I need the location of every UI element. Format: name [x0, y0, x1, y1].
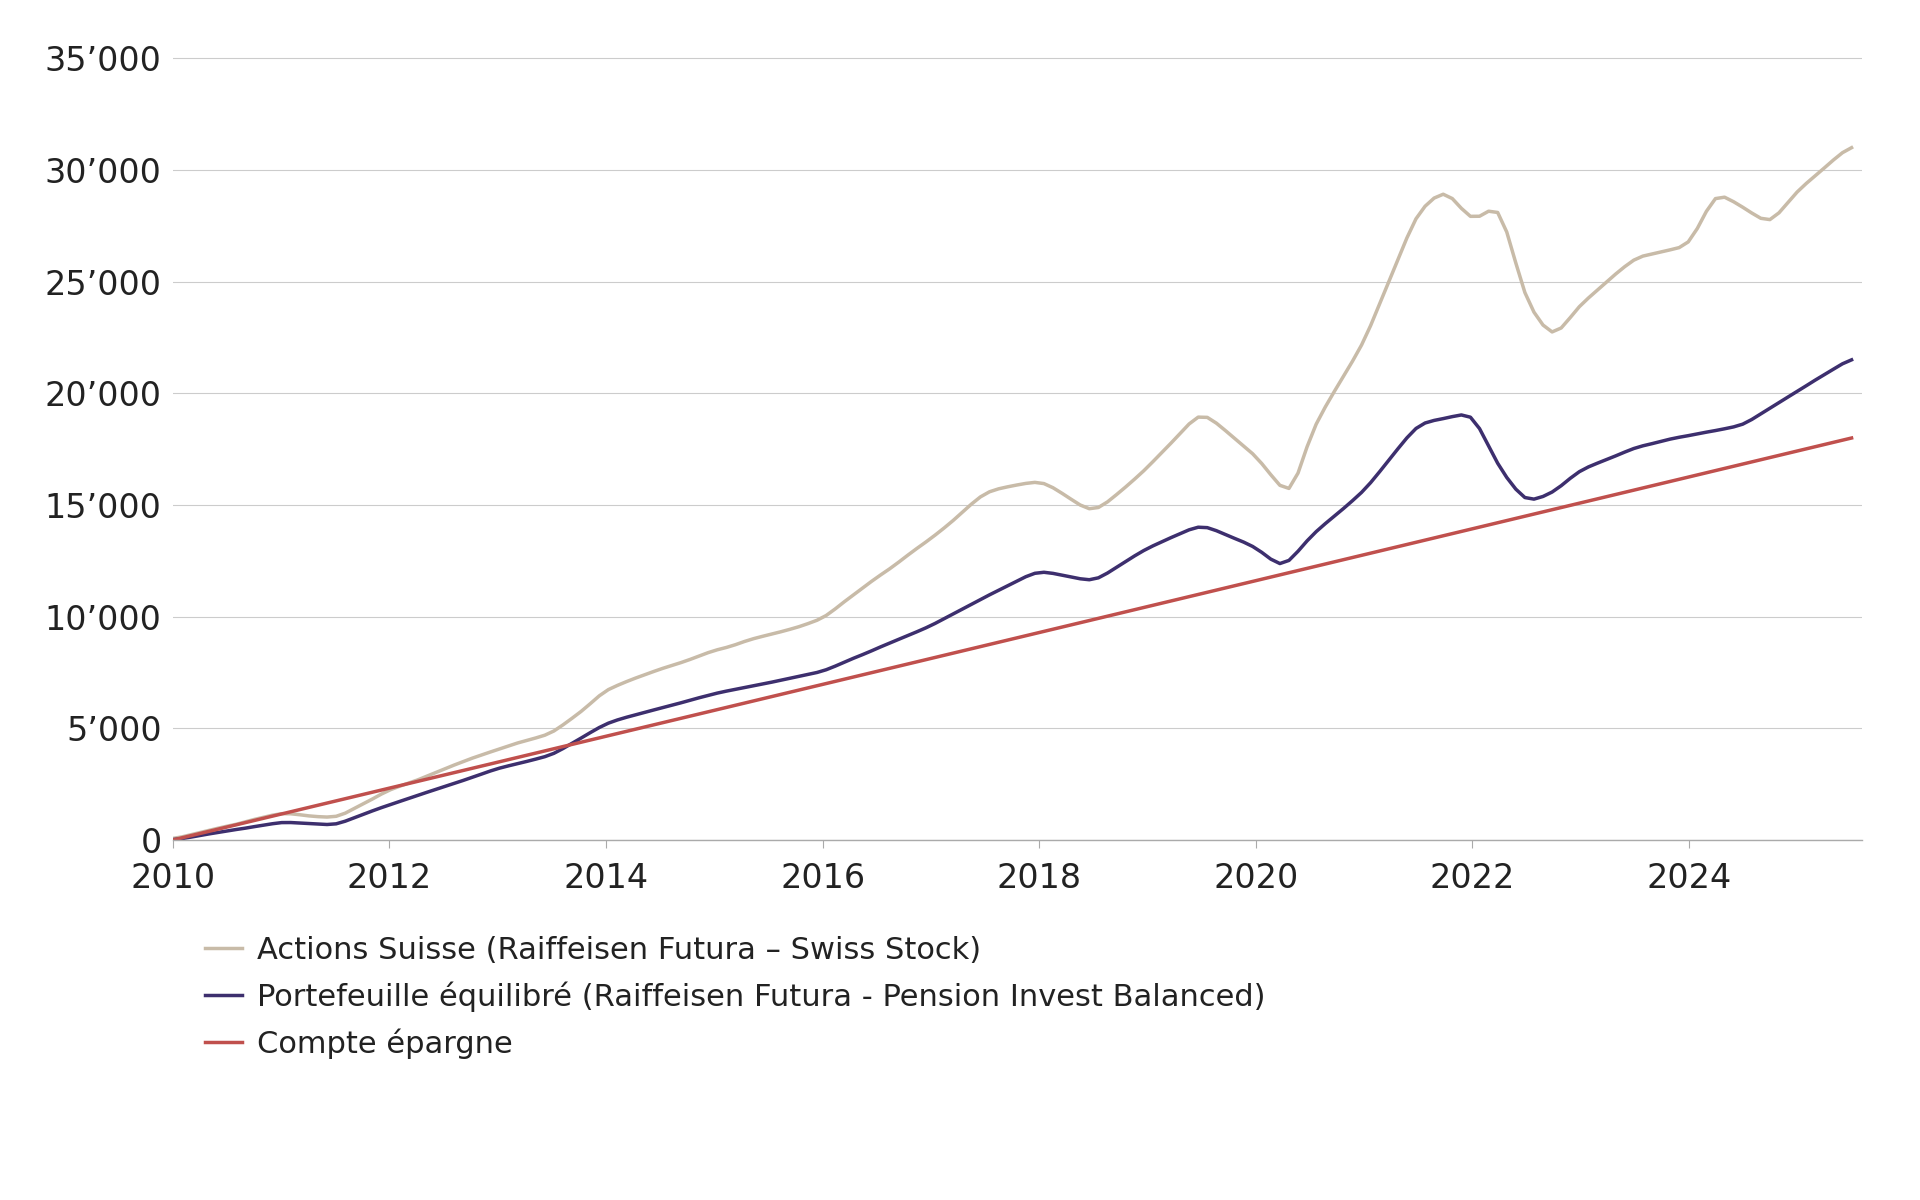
- Compte épargne: [1703, 463, 1726, 478]
- Actions Suisse (Raiffeisen Futura – Swiss Stock): [1703, 191, 1726, 205]
- Portefeuille équilibré (Raiffeisen Futura - Pension Invest Balanced): [161, 833, 184, 847]
- Actions Suisse (Raiffeisen Futura – Swiss Stock): [960, 497, 983, 511]
- Portefeuille équilibré (Raiffeisen Futura - Pension Invest Balanced): [1133, 544, 1156, 558]
- Actions Suisse (Raiffeisen Futura – Swiss Stock): [161, 832, 184, 846]
- Portefeuille équilibré (Raiffeisen Futura - Pension Invest Balanced): [960, 598, 983, 612]
- Compte épargne: [960, 642, 983, 656]
- Compte épargne: [1206, 583, 1229, 598]
- Portefeuille équilibré (Raiffeisen Futura - Pension Invest Balanced): [415, 785, 438, 799]
- Legend: Actions Suisse (Raiffeisen Futura – Swiss Stock), Portefeuille équilibré (Raiffe: Actions Suisse (Raiffeisen Futura – Swis…: [205, 936, 1265, 1060]
- Portefeuille équilibré (Raiffeisen Futura - Pension Invest Balanced): [1206, 523, 1229, 538]
- Line: Portefeuille équilibré (Raiffeisen Futura - Pension Invest Balanced): Portefeuille équilibré (Raiffeisen Futur…: [173, 360, 1851, 840]
- Portefeuille équilibré (Raiffeisen Futura - Pension Invest Balanced): [1839, 353, 1862, 367]
- Compte épargne: [1839, 431, 1862, 445]
- Line: Actions Suisse (Raiffeisen Futura – Swiss Stock): Actions Suisse (Raiffeisen Futura – Swis…: [173, 148, 1851, 839]
- Compte épargne: [1440, 527, 1463, 541]
- Actions Suisse (Raiffeisen Futura – Swiss Stock): [1133, 463, 1156, 478]
- Actions Suisse (Raiffeisen Futura – Swiss Stock): [415, 769, 438, 784]
- Compte épargne: [1133, 600, 1156, 614]
- Portefeuille équilibré (Raiffeisen Futura - Pension Invest Balanced): [1440, 409, 1463, 424]
- Line: Compte épargne: Compte épargne: [173, 438, 1851, 840]
- Actions Suisse (Raiffeisen Futura – Swiss Stock): [1206, 416, 1229, 431]
- Actions Suisse (Raiffeisen Futura – Swiss Stock): [1440, 191, 1463, 205]
- Actions Suisse (Raiffeisen Futura – Swiss Stock): [1839, 140, 1862, 155]
- Compte épargne: [415, 772, 438, 786]
- Compte épargne: [161, 833, 184, 847]
- Portefeuille équilibré (Raiffeisen Futura - Pension Invest Balanced): [1703, 424, 1726, 438]
